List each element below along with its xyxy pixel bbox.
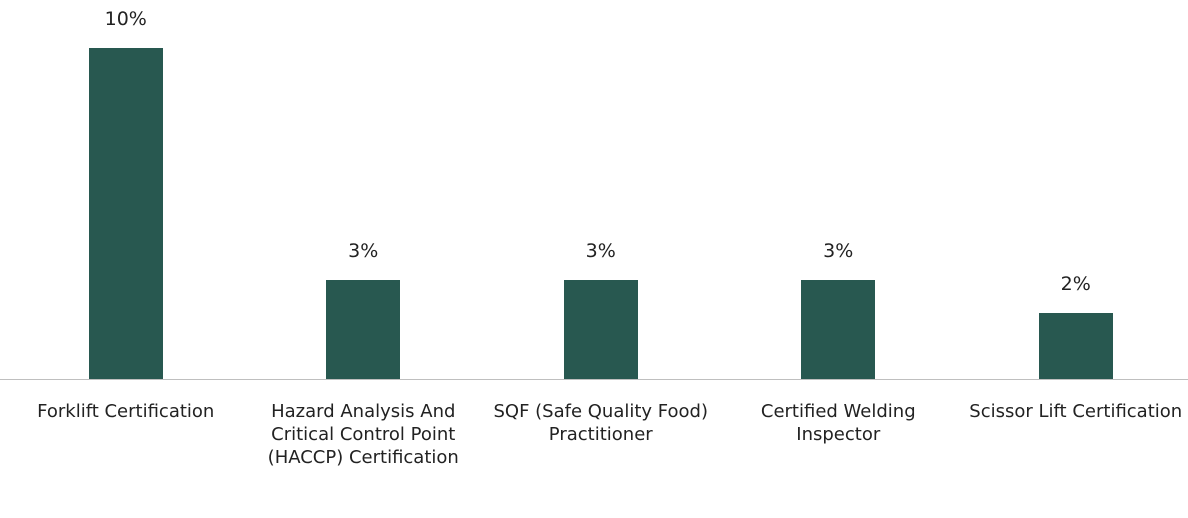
value-label: 10%: [104, 8, 147, 30]
value-label: 3%: [823, 239, 854, 262]
category-label: Forklift Certification: [37, 401, 215, 422]
bar: [88, 48, 163, 379]
category-label: SQF (Safe Quality Food) Practitioner: [493, 401, 708, 445]
category-label: Hazard Analysis And Critical Control Poi…: [267, 401, 459, 468]
baseline: [0, 379, 1188, 380]
bar: [801, 279, 876, 379]
value-label: 3%: [585, 239, 616, 262]
category-label: Certified Welding Inspector: [760, 401, 916, 445]
bar: [1038, 312, 1113, 379]
category-label: Scissor Lift Certification: [969, 401, 1183, 422]
bar: [563, 279, 638, 379]
bar: [326, 279, 401, 379]
value-label: 2%: [1060, 272, 1091, 295]
value-label: 3%: [348, 239, 379, 262]
